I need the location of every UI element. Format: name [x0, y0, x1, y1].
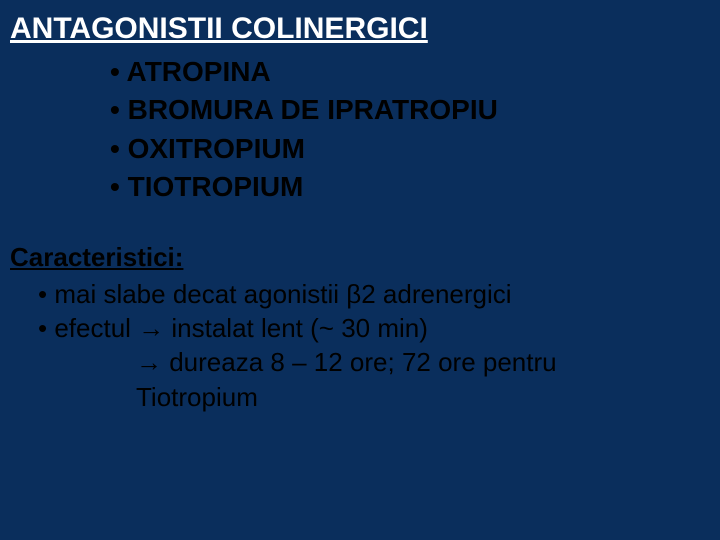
heading-text: Caracteristici: [10, 242, 175, 272]
characteristics-body: • mai slabe decat agonistii β2 adrenergi…: [38, 277, 710, 414]
characteristics-heading: Caracteristici:: [10, 242, 710, 273]
list-item: • OXITROPIUM: [110, 131, 710, 167]
list-item: • ATROPINA: [110, 54, 710, 90]
drug-label: OXITROPIUM: [128, 133, 305, 164]
colon: :: [175, 242, 184, 272]
list-item: • BROMURA DE IPRATROPIU: [110, 92, 710, 128]
drug-label: ATROPINA: [127, 56, 271, 87]
char-line: • mai slabe decat agonistii β2 adrenergi…: [38, 277, 710, 311]
drug-list: • ATROPINA • BROMURA DE IPRATROPIU • OXI…: [110, 54, 710, 206]
char-line: • efectul → instalat lent (~ 30 min): [38, 311, 710, 345]
slide-container: ANTAGONISTII COLINERGICI • ATROPINA • BR…: [0, 0, 720, 424]
slide-title: ANTAGONISTII COLINERGICI: [10, 12, 710, 46]
drug-label: TIOTROPIUM: [128, 171, 304, 202]
list-item: • TIOTROPIUM: [110, 169, 710, 205]
char-line: Tiotropium: [136, 380, 710, 414]
drug-label: BROMURA DE IPRATROPIU: [128, 94, 498, 125]
char-line: → dureaza 8 – 12 ore; 72 ore pentru: [136, 345, 710, 379]
